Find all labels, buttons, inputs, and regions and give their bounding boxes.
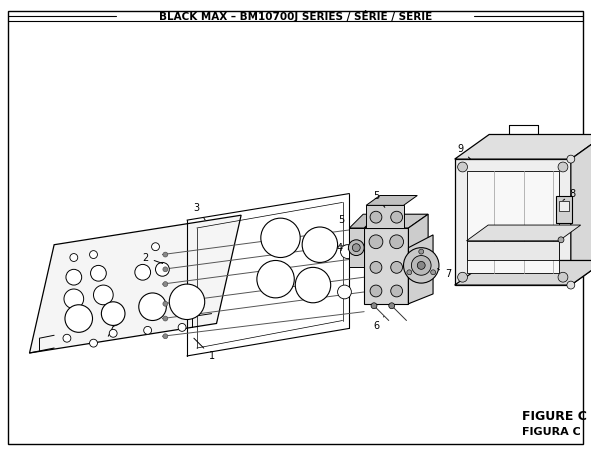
Circle shape [143,326,152,334]
Circle shape [391,211,403,223]
Text: 2: 2 [143,253,163,263]
Circle shape [89,251,97,258]
Polygon shape [366,205,404,228]
Polygon shape [455,159,571,285]
Circle shape [567,281,575,289]
Circle shape [404,248,439,283]
Ellipse shape [302,227,338,263]
Polygon shape [409,235,433,304]
Polygon shape [29,215,241,353]
Circle shape [558,162,568,172]
Circle shape [458,272,467,282]
Circle shape [431,270,436,275]
Circle shape [370,285,382,297]
Circle shape [91,265,106,281]
Circle shape [371,303,377,308]
Circle shape [390,235,404,249]
Circle shape [349,240,364,256]
Text: 7: 7 [437,268,451,279]
Ellipse shape [257,260,294,298]
Circle shape [419,249,424,254]
Text: 6: 6 [373,317,384,331]
Circle shape [370,211,382,223]
Text: 3: 3 [194,203,205,220]
Circle shape [155,263,169,276]
Circle shape [412,256,431,275]
Circle shape [163,334,168,339]
Circle shape [152,243,160,251]
Circle shape [101,302,125,325]
Circle shape [163,267,168,272]
Polygon shape [467,225,581,241]
Circle shape [458,162,467,172]
Circle shape [139,293,166,320]
Polygon shape [559,202,569,211]
Text: 8: 8 [563,188,576,201]
Ellipse shape [261,218,300,258]
Polygon shape [467,241,559,260]
Polygon shape [455,135,600,159]
Circle shape [407,270,412,275]
Polygon shape [366,196,418,205]
Polygon shape [364,214,428,228]
Circle shape [369,235,383,249]
Circle shape [391,262,403,273]
Text: 4: 4 [337,243,349,253]
Circle shape [70,253,78,262]
Circle shape [389,303,395,308]
Polygon shape [571,135,600,285]
Circle shape [94,285,113,305]
Polygon shape [349,228,364,268]
Polygon shape [409,214,428,304]
Ellipse shape [338,285,352,299]
Circle shape [66,269,82,285]
Circle shape [65,305,92,332]
Circle shape [64,289,83,308]
Circle shape [163,316,168,321]
Polygon shape [556,196,572,223]
Circle shape [558,272,568,282]
Text: 9: 9 [458,144,470,159]
Circle shape [169,284,205,319]
Text: FIGURE C: FIGURE C [521,410,587,424]
Polygon shape [467,171,559,273]
Text: 1: 1 [194,338,215,361]
Ellipse shape [295,268,331,303]
Circle shape [63,334,71,342]
Text: 5: 5 [373,192,385,207]
Text: BLACK MAX – BM10700J SERIES / SÉRIE / SERIE: BLACK MAX – BM10700J SERIES / SÉRIE / SE… [158,10,432,22]
Circle shape [558,237,564,243]
Circle shape [567,155,575,163]
Ellipse shape [341,245,355,258]
Text: 5: 5 [338,215,349,228]
Polygon shape [349,214,378,228]
Polygon shape [455,260,600,285]
Circle shape [135,264,151,280]
Circle shape [109,329,117,337]
Text: FIGURA C: FIGURA C [521,427,580,437]
Circle shape [370,262,382,273]
Circle shape [89,339,97,347]
Circle shape [352,244,360,252]
Circle shape [163,252,168,257]
Circle shape [163,301,168,306]
Circle shape [391,285,403,297]
Circle shape [178,324,186,331]
Polygon shape [364,228,409,304]
Circle shape [418,262,425,269]
Circle shape [163,282,168,287]
